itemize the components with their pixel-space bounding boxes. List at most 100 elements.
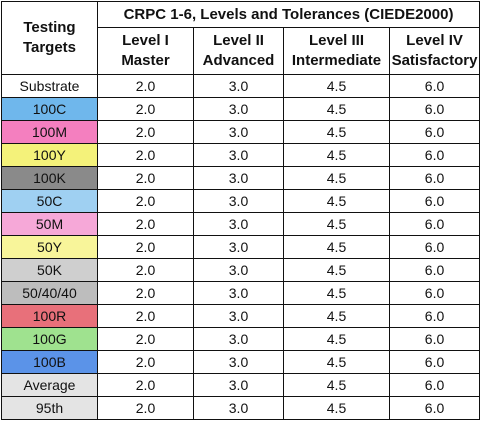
level-2-tolerance-cell: 3.0 [193, 304, 284, 328]
table-header: Testing Targets CRPC 1-6, Levels and Tol… [1, 1, 480, 76]
level-1-tolerance-cell: 2.0 [97, 143, 194, 167]
target-name-cell: 100K [1, 166, 98, 190]
level-4-tolerance-cell: 6.0 [388, 304, 480, 328]
level-1-tolerance-cell: 2.0 [97, 120, 194, 144]
corner-line2: Targets [22, 39, 77, 56]
target-name-cell: 100M [1, 120, 98, 144]
level-2-header: Level II Advanced [193, 26, 284, 76]
level-3-tolerance-cell: 4.5 [283, 350, 390, 374]
level-1-tolerance-cell: 2.0 [97, 97, 194, 121]
level-1-tolerance-cell: 2.0 [97, 258, 194, 282]
level-3-tolerance-cell: 4.5 [283, 235, 390, 259]
level-4-label: Satisfactory [391, 51, 478, 69]
target-name-cell: 100Y [1, 143, 98, 167]
table-row: 50K 2.0 3.0 4.5 6.0 [1, 258, 480, 282]
level-4-tolerance-cell: 6.0 [388, 235, 480, 259]
level-1-name: Level I [122, 31, 169, 49]
level-3-tolerance-cell: 4.5 [283, 166, 390, 190]
level-4-tolerance-cell: 6.0 [388, 212, 480, 236]
target-name-cell: 50M [1, 212, 98, 236]
level-4-name: Level IV [406, 31, 463, 49]
level-3-tolerance-cell: 4.5 [283, 74, 390, 98]
target-name-cell: 100G [1, 327, 98, 351]
level-1-header: Level I Master [97, 26, 194, 76]
level-1-tolerance-cell: 2.0 [97, 396, 194, 420]
level-2-label: Advanced [202, 51, 275, 69]
level-3-tolerance-cell: 4.5 [283, 396, 390, 420]
level-3-tolerance-cell: 4.5 [283, 373, 390, 397]
level-4-tolerance-cell: 6.0 [388, 373, 480, 397]
target-name-cell: Average [1, 373, 98, 397]
level-2-tolerance-cell: 3.0 [193, 166, 284, 190]
level-4-tolerance-cell: 6.0 [388, 143, 480, 167]
level-1-tolerance-cell: 2.0 [97, 281, 194, 305]
level-1-tolerance-cell: 2.0 [97, 74, 194, 98]
table-body: Substrate 2.0 3.0 4.5 6.0 100C 2.0 3.0 4.5 6.0 100… [1, 74, 480, 420]
table-row: 50Y 2.0 3.0 4.5 6.0 [1, 235, 480, 259]
target-name-cell: Substrate [1, 74, 98, 98]
target-name-cell: 50/40/40 [1, 281, 98, 305]
level-2-tolerance-cell: 3.0 [193, 258, 284, 282]
table-row: 50M 2.0 3.0 4.5 6.0 [1, 212, 480, 236]
level-3-tolerance-cell: 4.5 [283, 143, 390, 167]
level-4-tolerance-cell: 6.0 [388, 74, 480, 98]
level-1-tolerance-cell: 2.0 [97, 189, 194, 213]
level-3-tolerance-cell: 4.5 [283, 258, 390, 282]
target-name-cell: 50C [1, 189, 98, 213]
level-2-tolerance-cell: 3.0 [193, 74, 284, 98]
target-name-cell: 50K [1, 258, 98, 282]
table-row: 100Y 2.0 3.0 4.5 6.0 [1, 143, 480, 167]
level-3-header: Level III Intermediate [283, 26, 390, 76]
table-row: 100K 2.0 3.0 4.5 6.0 [1, 166, 480, 190]
level-4-tolerance-cell: 6.0 [388, 258, 480, 282]
target-name-cell: 100C [1, 97, 98, 121]
target-name-cell: 100B [1, 350, 98, 374]
level-4-tolerance-cell: 6.0 [388, 396, 480, 420]
level-3-tolerance-cell: 4.5 [283, 281, 390, 305]
level-2-tolerance-cell: 3.0 [193, 396, 284, 420]
level-3-tolerance-cell: 4.5 [283, 189, 390, 213]
level-2-tolerance-cell: 3.0 [193, 189, 284, 213]
level-2-tolerance-cell: 3.0 [193, 373, 284, 397]
level-3-label: Intermediate [291, 51, 382, 69]
level-4-tolerance-cell: 6.0 [388, 120, 480, 144]
level-2-tolerance-cell: 3.0 [193, 97, 284, 121]
table-row: 100C 2.0 3.0 4.5 6.0 [1, 97, 480, 121]
level-1-tolerance-cell: 2.0 [97, 373, 194, 397]
level-2-tolerance-cell: 3.0 [193, 120, 284, 144]
table-row: 100G 2.0 3.0 4.5 6.0 [1, 327, 480, 351]
table-row: 95th 2.0 3.0 4.5 6.0 [1, 396, 480, 420]
level-4-tolerance-cell: 6.0 [388, 166, 480, 190]
level-3-name: Level III [308, 31, 365, 49]
level-4-tolerance-cell: 6.0 [388, 189, 480, 213]
testing-targets-header: Testing Targets [1, 1, 98, 75]
target-name-cell: 95th [1, 396, 98, 420]
target-name-cell: 100R [1, 304, 98, 328]
level-2-tolerance-cell: 3.0 [193, 350, 284, 374]
table-row: 100B 2.0 3.0 4.5 6.0 [1, 350, 480, 374]
level-1-tolerance-cell: 2.0 [97, 212, 194, 236]
level-2-tolerance-cell: 3.0 [193, 212, 284, 236]
level-3-tolerance-cell: 4.5 [283, 120, 390, 144]
level-1-tolerance-cell: 2.0 [97, 166, 194, 190]
level-4-header: Level IV Satisfactory [388, 26, 480, 76]
level-4-tolerance-cell: 6.0 [388, 350, 480, 374]
level-3-tolerance-cell: 4.5 [283, 97, 390, 121]
level-4-tolerance-cell: 6.0 [388, 281, 480, 305]
level-1-label: Master [121, 51, 170, 69]
table-row: Substrate 2.0 3.0 4.5 6.0 [1, 74, 480, 98]
table-row: 50/40/40 2.0 3.0 4.5 6.0 [1, 281, 480, 305]
level-1-tolerance-cell: 2.0 [97, 304, 194, 328]
table-row: 100M 2.0 3.0 4.5 6.0 [1, 120, 480, 144]
target-name-cell: 50Y [1, 235, 98, 259]
table-row: Average 2.0 3.0 4.5 6.0 [1, 373, 480, 397]
level-4-tolerance-cell: 6.0 [388, 327, 480, 351]
table-row: 100R 2.0 3.0 4.5 6.0 [1, 304, 480, 328]
level-1-tolerance-cell: 2.0 [97, 350, 194, 374]
table-row: 50C 2.0 3.0 4.5 6.0 [1, 189, 480, 213]
level-2-name: Level II [213, 31, 264, 49]
level-1-tolerance-cell: 2.0 [97, 327, 194, 351]
level-3-tolerance-cell: 4.5 [283, 327, 390, 351]
